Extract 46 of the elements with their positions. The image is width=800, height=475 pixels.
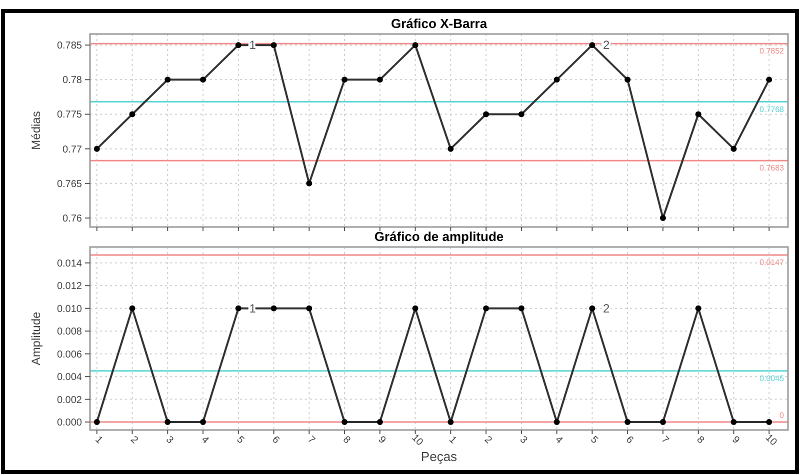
x-tick-label: 6 xyxy=(270,434,282,446)
chart-title: Gráfico X-Barra xyxy=(390,16,488,31)
y-tick-label: 0.785 xyxy=(56,40,82,52)
x-axis-title: Peças xyxy=(420,449,458,464)
x-tick-label: 5 xyxy=(588,434,600,446)
ref-line-label: 0.0147 xyxy=(760,258,785,267)
x-tick-label: 2 xyxy=(482,434,494,446)
x-tick-label: 5 xyxy=(234,434,246,446)
y-tick-label: 0.78 xyxy=(62,75,82,86)
x-tick-label: 3 xyxy=(517,434,530,446)
y-tick-label: 0.012 xyxy=(56,281,82,292)
y-tick-label: 0.000 xyxy=(56,418,82,429)
x-tick-label: 1 xyxy=(92,434,105,446)
y-axis-title: Médias xyxy=(29,111,43,150)
x-tick-label: 4 xyxy=(552,434,565,446)
y-tick-label: 0.008 xyxy=(56,326,82,338)
x-tick-label: 7 xyxy=(658,434,671,446)
x-tick-label: 2 xyxy=(128,434,140,446)
y-tick-label: 0.002 xyxy=(56,394,82,406)
y-axis-title: Amplitude xyxy=(29,312,43,366)
y-tick-label: 0.765 xyxy=(56,178,82,190)
x-tick-label: 7 xyxy=(305,434,318,446)
x-tick-label: 1 xyxy=(446,434,459,446)
x-tick-label: 6 xyxy=(623,434,636,446)
y-tick-label: 0.014 xyxy=(56,258,82,270)
ref-line-label: 0.7683 xyxy=(760,164,785,173)
annotation: 2 xyxy=(603,301,610,316)
y-tick-label: 0.77 xyxy=(62,144,82,156)
y-tick-label: 0.004 xyxy=(56,372,82,384)
ref-line-label: 0 xyxy=(780,411,785,420)
x-tick-label: 10 xyxy=(763,432,779,448)
x-tick-label: 9 xyxy=(730,434,742,446)
x-tick-label: 9 xyxy=(376,434,388,446)
y-tick-label: 0.010 xyxy=(56,304,82,315)
x-tick-label: 10 xyxy=(409,432,426,448)
x-tick-label: 3 xyxy=(164,434,176,446)
x-tick-label: 4 xyxy=(198,434,211,446)
x-tick-label: 8 xyxy=(694,434,706,446)
x-tick-label: 8 xyxy=(340,434,352,446)
ref-line-label: 0.7852 xyxy=(760,46,785,56)
y-tick-label: 0.76 xyxy=(62,214,82,225)
y-tick-label: 0.006 xyxy=(56,349,82,360)
ref-line-label: 0.7768 xyxy=(760,104,785,114)
y-tick-label: 0.775 xyxy=(56,110,82,121)
ref-line-label: 0.0045 xyxy=(760,374,785,383)
chart-title: Gráfico de amplitude xyxy=(374,229,504,244)
